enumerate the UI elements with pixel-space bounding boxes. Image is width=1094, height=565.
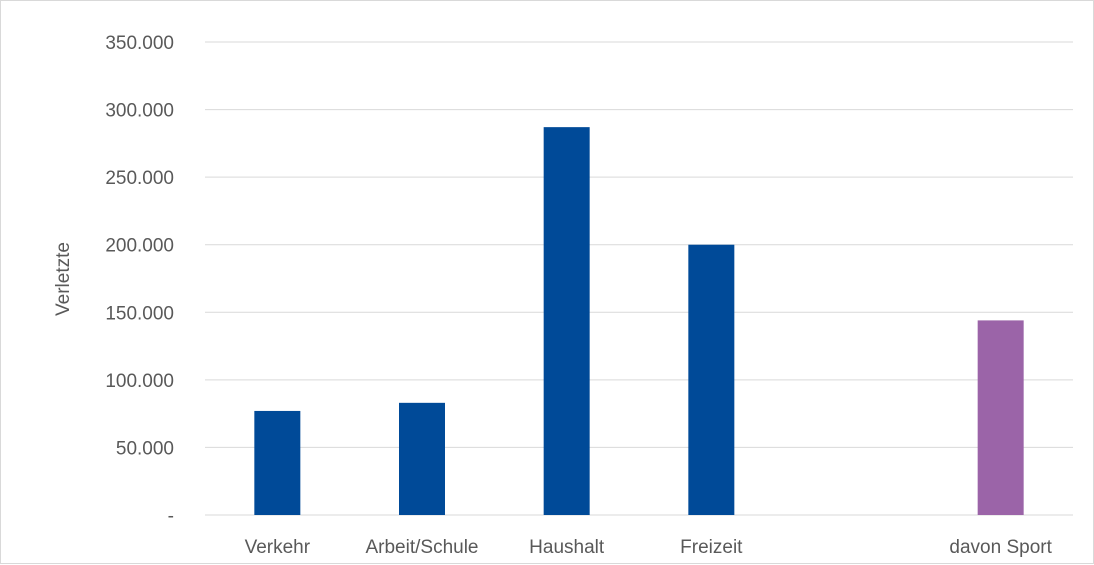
bar-arbeit-schule: [399, 402, 445, 515]
y-tick-label: 350.000: [105, 33, 174, 54]
y-tick-label: 250.000: [105, 168, 174, 189]
gridlines: [205, 41, 1073, 516]
y-tick-label: 200.000: [105, 236, 174, 257]
y-tick-label: -: [168, 506, 174, 527]
x-tick-label: Freizeit: [680, 537, 743, 558]
x-tick-label: Arbeit/Schule: [365, 537, 478, 558]
y-tick-label: 150.000: [105, 303, 174, 324]
bar-verkehr: [254, 410, 301, 515]
bar-freizeit: [688, 244, 735, 515]
x-tick-label: Haushalt: [529, 537, 605, 558]
y-axis-title: Verletzte: [53, 242, 74, 316]
x-tick-label: davon Sport: [949, 537, 1052, 558]
bar-davon-sport: [977, 320, 1024, 515]
y-tick-label: 100.000: [105, 371, 174, 392]
x-axis-ticks: Verkehr Arbeit/Schule Haushalt Freizeit davo…: [245, 537, 1053, 558]
x-tick-label: Verkehr: [245, 537, 311, 558]
y-tick-label: 50.000: [116, 438, 174, 459]
y-axis-ticks: - 50.000 100.000 150.000 200.000 250.000 300.0…: [105, 33, 174, 527]
bars: [254, 127, 1024, 515]
y-tick-label: 300.000: [105, 101, 174, 122]
bar-haushalt: [543, 127, 590, 515]
